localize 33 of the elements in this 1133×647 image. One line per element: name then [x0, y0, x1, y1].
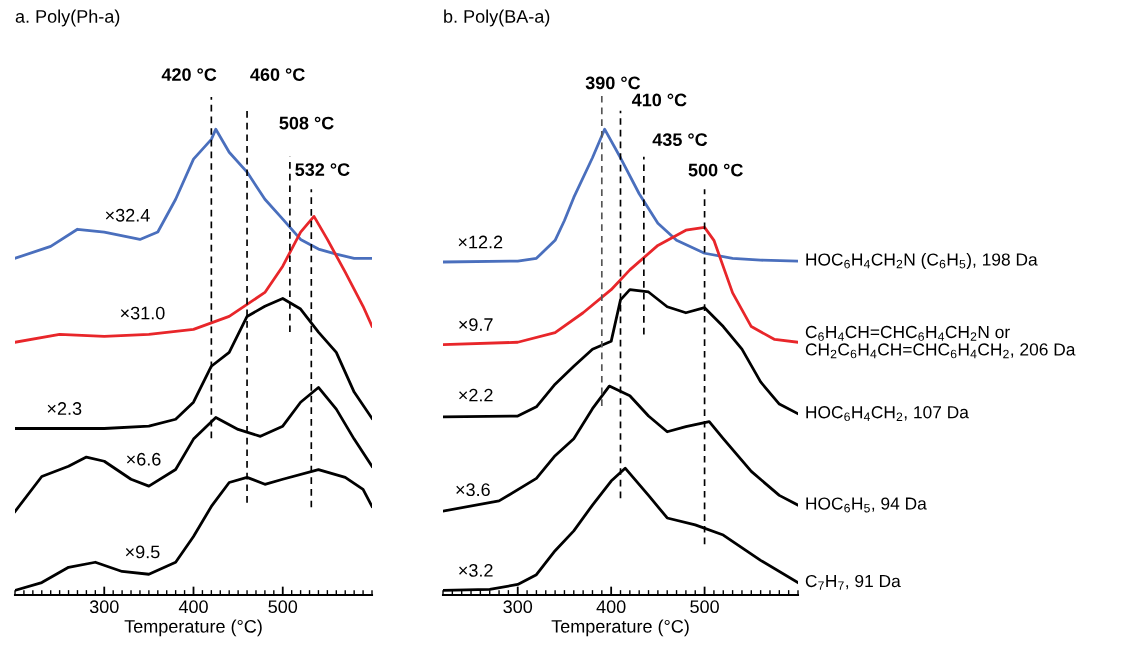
annotation: ×31.0	[120, 306, 165, 320]
annotation: ×3.6	[456, 483, 490, 497]
x-tick-label: 300	[89, 600, 119, 614]
series-label: HOC$_{6}$H$_{5}$, 94 Da	[806, 497, 927, 513]
series-label: C$_{7}$H$_{7}$, 91 Da	[805, 574, 901, 590]
text: C$_{6}$H$_{4}$CH=CHC$_{6}$H$_{4}$CH$_{2}$N or CH$_{2}$C$_{6}$H$_{4}$CH=CHC$_{6}$H$_{4}$CH$_{2}$, 206 Da	[805, 325, 1076, 359]
annotation: ×9.7	[459, 318, 493, 331]
x-axis-title: Temperature (°C)	[124, 619, 262, 637]
text: HOC$_{6}$H$_{4}$CH$_{2}$N (C$_{6}$H$_{5}$), 198 Da	[806, 252, 1038, 270]
annotation: ×6.6	[126, 452, 161, 466]
annotation: ×9.5	[125, 545, 160, 559]
series-label: HOC$_{6}$H$_{4}$CH$_{2}$, 107 Da	[806, 406, 969, 422]
chart-title: b. Poly(BA-a)	[444, 9, 550, 27]
ref-line-label: 508 °C	[279, 116, 334, 130]
x-tick-label: 400	[178, 600, 208, 614]
ref-line-label: 435 °C	[652, 133, 708, 147]
chart-title: a. Poly(Ph-a)	[15, 9, 120, 27]
annotation: ×32.4	[105, 208, 150, 222]
x-axis-title: Temperature (°C)	[551, 619, 689, 637]
x-tick-label: 400	[596, 600, 626, 614]
ref-line-label: 390 °C	[585, 76, 641, 90]
annotation: ×12.2	[458, 235, 503, 249]
ref-line-label: 460 °C	[250, 68, 305, 81]
ref-line-label: 532 °C	[295, 163, 350, 177]
ref-line-label: 500 °C	[688, 163, 743, 177]
x-tick-label: 300	[503, 600, 533, 614]
x-tick-label: 500	[268, 600, 298, 614]
annotation: ×3.2	[459, 564, 493, 577]
annotation: ×2.2	[459, 388, 493, 402]
annotation: ×2.3	[47, 402, 82, 415]
ref-line-label: 420 °C	[161, 68, 217, 81]
x-tick-label: 500	[690, 600, 719, 614]
ref-line-label: 410 °C	[631, 93, 687, 107]
